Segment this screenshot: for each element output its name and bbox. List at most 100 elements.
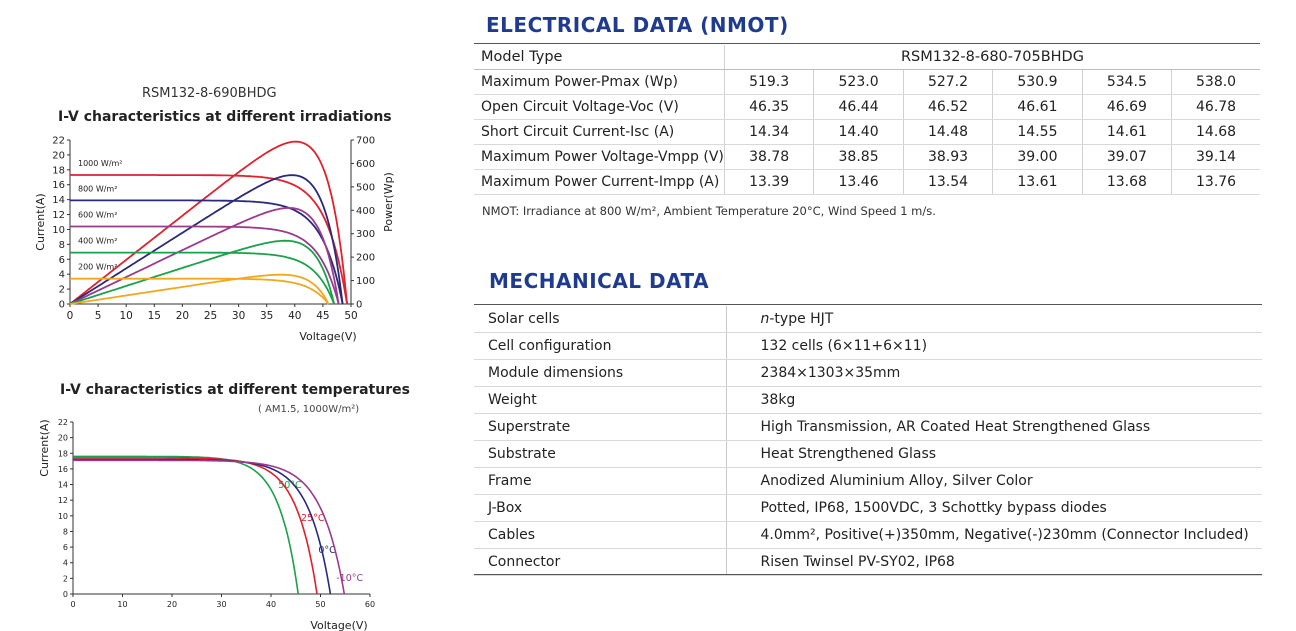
row-label: Short Circuit Current-Isc (A) xyxy=(474,119,725,145)
y-tick-label: 4 xyxy=(63,559,68,568)
row-value: Anodized Aluminium Alloy, Silver Color xyxy=(726,467,1262,495)
row-label: Maximum Power Current-Impp (A) xyxy=(474,169,725,195)
table-row: Maximum Power Current-Impp (A) 13.39 13.46… xyxy=(474,169,1260,195)
mechanical-title: MECHANICAL DATA xyxy=(489,269,710,293)
table-row: Frame Anodized Aluminium Alloy, Silver Co… xyxy=(474,467,1262,495)
row-label: J-Box xyxy=(474,494,727,522)
mechanical-bottom-rule xyxy=(474,574,1262,575)
chart-subtitle-temperature: ( AM1.5, 1000W/m²) xyxy=(258,404,360,415)
y-tick-label: 16 xyxy=(58,465,68,474)
table-cell: 523.0 xyxy=(813,69,904,95)
power-curve-0 xyxy=(69,140,348,305)
table-cell: 46.61 xyxy=(992,94,1083,120)
y-tick-label: 12 xyxy=(52,210,65,221)
table-cell: 14.34 xyxy=(723,119,814,145)
table-row: J-Box Potted, IP68, 1500VDC, 3 Schottky b… xyxy=(474,494,1262,522)
x-tick-label: 0 xyxy=(70,600,75,609)
table-cell: 39.00 xyxy=(992,144,1083,170)
y-tick-label: 0 xyxy=(63,590,68,599)
model-type-label: Model Type xyxy=(474,45,725,70)
x-tick-label: 60 xyxy=(365,600,375,609)
chart-title-temperature: I-V characteristics at different tempera… xyxy=(60,382,410,398)
x-tick-label: 40 xyxy=(288,310,301,322)
series-label: -10°C xyxy=(336,573,363,584)
electrical-table: Model Type RSM132-8-680-705BHDG Maximum … xyxy=(474,45,1260,195)
table-cell: 38.93 xyxy=(902,144,993,170)
row-label: Weight xyxy=(474,386,727,414)
table-cell: 13.68 xyxy=(1081,169,1172,195)
table-cell: 46.35 xyxy=(723,94,814,120)
table-row: Short Circuit Current-Isc (A) 14.34 14.40 1… xyxy=(474,119,1260,145)
table-cell: 13.61 xyxy=(992,169,1083,195)
table-cell: 13.39 xyxy=(723,169,814,195)
row-value: Risen Twinsel PV-SY02, IP68 xyxy=(726,548,1262,576)
row-value: Potted, IP68, 1500VDC, 3 Schottky bypass… xyxy=(726,494,1262,522)
table-row: Superstrate High Transmission, AR Coated … xyxy=(474,413,1262,441)
table-row: Solar cells n-type HJT xyxy=(474,306,1262,333)
y-tick-label: 2 xyxy=(63,574,68,583)
y-tick-label: 6 xyxy=(59,255,65,266)
y-tick-label: 22 xyxy=(52,136,65,147)
y2-tick-label: 500 xyxy=(356,182,375,193)
row-value: Heat Strengthened Glass xyxy=(726,440,1262,468)
y-tick-label: 16 xyxy=(52,180,65,191)
y2-tick-label: 200 xyxy=(356,253,375,264)
y-tick-label: 14 xyxy=(52,195,65,206)
x-axis-label: Voltage(V) xyxy=(299,330,356,343)
row-value: 38kg xyxy=(726,386,1262,414)
series-label: 800 W/m² xyxy=(78,184,117,193)
series-label: 600 W/m² xyxy=(78,210,117,219)
chart-title-irradiation: I-V characteristics at different irradia… xyxy=(58,109,392,125)
power-curve-2 xyxy=(69,206,340,305)
row-label: Module dimensions xyxy=(474,359,727,387)
row-label: Open Circuit Voltage-Voc (V) xyxy=(474,94,725,120)
x-tick-label: 45 xyxy=(316,310,329,322)
table-cell: 14.40 xyxy=(813,119,904,145)
iv-temperature-chart: 0 2 4 6 8 10 12 14 16 18 20 22 0 10 20 30 40 50 60 Current(… xyxy=(38,418,375,631)
series-label: 400 W/m² xyxy=(78,237,117,246)
y-tick-label: 20 xyxy=(58,434,68,443)
x-tick-label: 5 xyxy=(95,310,102,322)
table-cell: 538.0 xyxy=(1171,69,1260,95)
y-tick-label: 0 xyxy=(59,300,65,311)
table-cell: 46.44 xyxy=(813,94,904,120)
table-cell: 527.2 xyxy=(902,69,993,95)
table-cell: 519.3 xyxy=(723,69,814,95)
electrical-top-rule xyxy=(474,43,1260,44)
row-label: Superstrate xyxy=(474,413,727,441)
table-cell: 46.52 xyxy=(902,94,993,120)
row-label: Solar cells xyxy=(474,306,727,333)
x-tick-label: 30 xyxy=(232,310,245,322)
mechanical-table: Solar cells n-type HJT Cell configuration 1… xyxy=(474,306,1262,576)
table-row: Weight 38kg xyxy=(474,386,1262,414)
table-cell: 39.14 xyxy=(1171,144,1260,170)
table-cell: 13.76 xyxy=(1171,169,1260,195)
table-cell: 38.85 xyxy=(813,144,904,170)
table-cell: 14.68 xyxy=(1171,119,1260,145)
row-label: Cell configuration xyxy=(474,332,727,360)
series-label: 50°C xyxy=(278,480,302,491)
row-label: Connector xyxy=(474,548,727,576)
row-value: 4.0mm², Positive(+)350mm, Negative(-)230… xyxy=(726,521,1262,549)
row-label: Maximum Power-Pmax (Wp) xyxy=(474,69,725,95)
table-row: Model Type RSM132-8-680-705BHDG xyxy=(474,45,1260,70)
x-tick-label: 10 xyxy=(120,310,133,322)
table-cell: 534.5 xyxy=(1081,69,1172,95)
table-cell: 38.78 xyxy=(723,144,814,170)
y-tick-label: 10 xyxy=(52,225,65,236)
model-label: RSM132-8-690BHDG xyxy=(142,86,277,101)
table-cell: 14.61 xyxy=(1081,119,1172,145)
table-cell: 13.46 xyxy=(813,169,904,195)
series-label: 0°C xyxy=(318,545,336,556)
table-cell: 13.54 xyxy=(902,169,993,195)
x-axis-label: Voltage(V) xyxy=(310,619,367,631)
y-tick-label: 10 xyxy=(58,512,68,521)
table-row: Open Circuit Voltage-Voc (V) 46.35 46.44 46… xyxy=(474,94,1260,120)
x-tick-label: 0 xyxy=(67,310,74,322)
iv-curve-1 xyxy=(70,199,344,305)
iv-curve-0 xyxy=(70,174,348,305)
y-tick-label: 14 xyxy=(58,481,68,490)
x-tick-label: 20 xyxy=(176,310,189,322)
temp-curve-0 xyxy=(73,455,299,595)
row-value: High Transmission, AR Coated Heat Streng… xyxy=(726,413,1262,441)
